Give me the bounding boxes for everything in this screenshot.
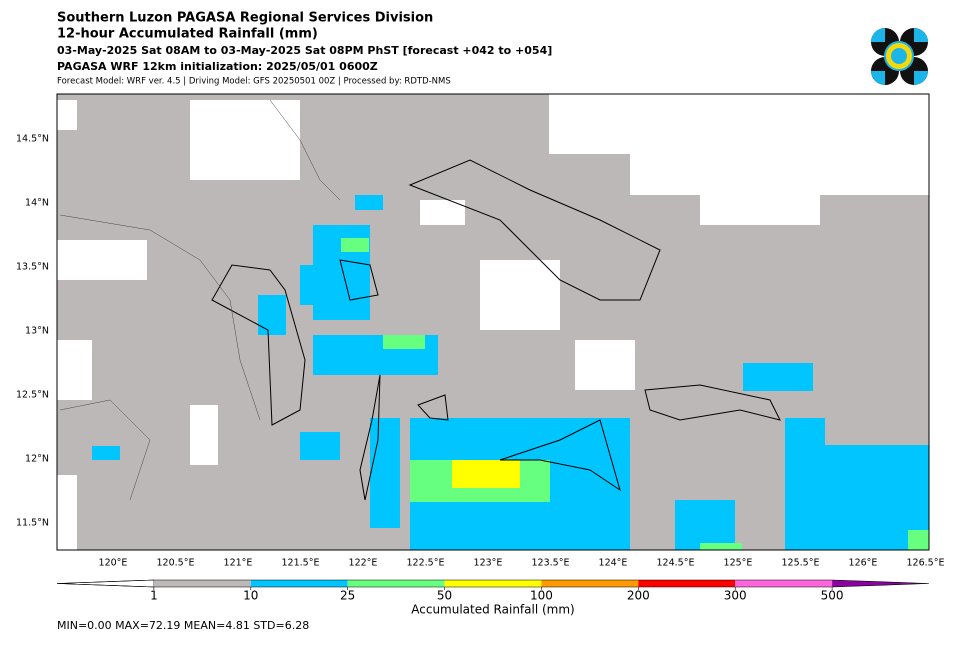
colorbar-tick-label: 100	[530, 589, 553, 603]
lon-label: 126°E	[849, 558, 878, 569]
logo	[871, 28, 928, 85]
lon-label: 124.5°E	[657, 558, 695, 569]
lat-label: 13.5°N	[16, 262, 49, 273]
note: Forecast Model: WRF ver. 4.5 | Driving M…	[57, 77, 451, 87]
colorbar-segment	[735, 580, 833, 587]
lat-label: 11.5°N	[16, 518, 49, 529]
colorbar-tick-label: 50	[437, 589, 452, 603]
lon-label: 123°E	[474, 558, 503, 569]
colorbar-tick-label: 300	[724, 589, 747, 603]
model: PAGASA WRF 12km initialization: 2025/05/…	[57, 60, 378, 73]
period: 03-May-2025 Sat 08AM to 03-May-2025 Sat …	[57, 44, 552, 57]
colorbar-label: Accumulated Rainfall (mm)	[411, 603, 574, 617]
lon-label: 125°E	[724, 558, 753, 569]
colorbar-segment	[347, 580, 445, 587]
lon-label: 120.5°E	[157, 558, 195, 569]
lat-label: 12°N	[25, 454, 49, 465]
lon-label: 122.5°E	[407, 558, 445, 569]
colorbar-extension	[56, 579, 155, 588]
colorbar-segment	[153, 580, 251, 587]
colorbar-tick-label: 500	[821, 589, 844, 603]
lon-label: 124°E	[599, 558, 628, 569]
lat-label: 12.5°N	[16, 390, 49, 401]
lon-label: 122°E	[349, 558, 378, 569]
colorbar-tick-label: 200	[627, 589, 650, 603]
subtitle: 12-hour Accumulated Rainfall (mm)	[57, 27, 318, 42]
lon-label: 121°E	[224, 558, 253, 569]
lat-label: 14°N	[25, 198, 49, 209]
colorbar-segment	[832, 580, 929, 587]
colorbar-tick-label: 25	[340, 589, 355, 603]
lon-label: 123.5°E	[532, 558, 570, 569]
colorbar-tick-label: 10	[243, 589, 258, 603]
lon-label: 126.5°E	[907, 558, 945, 569]
colorbar-tick-label: 1	[150, 589, 158, 603]
colorbar-segment	[638, 580, 736, 587]
stats: MIN=0.00 MAX=72.19 MEAN=4.81 STD=6.28	[57, 619, 309, 632]
lat-label: 14.5°N	[16, 134, 49, 145]
title: Southern Luzon PAGASA Regional Services …	[57, 11, 433, 26]
colorbar-segment	[541, 580, 639, 587]
colorbar-segment	[444, 580, 542, 587]
lon-label: 120°E	[99, 558, 128, 569]
lon-label: 125.5°E	[782, 558, 820, 569]
lon-label: 121.5°E	[282, 558, 320, 569]
colorbar-segment	[250, 580, 348, 587]
lat-label: 13°N	[25, 326, 49, 337]
map	[56, 93, 930, 551]
